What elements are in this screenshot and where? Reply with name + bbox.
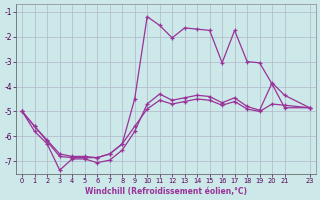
X-axis label: Windchill (Refroidissement éolien,°C): Windchill (Refroidissement éolien,°C)	[85, 187, 247, 196]
